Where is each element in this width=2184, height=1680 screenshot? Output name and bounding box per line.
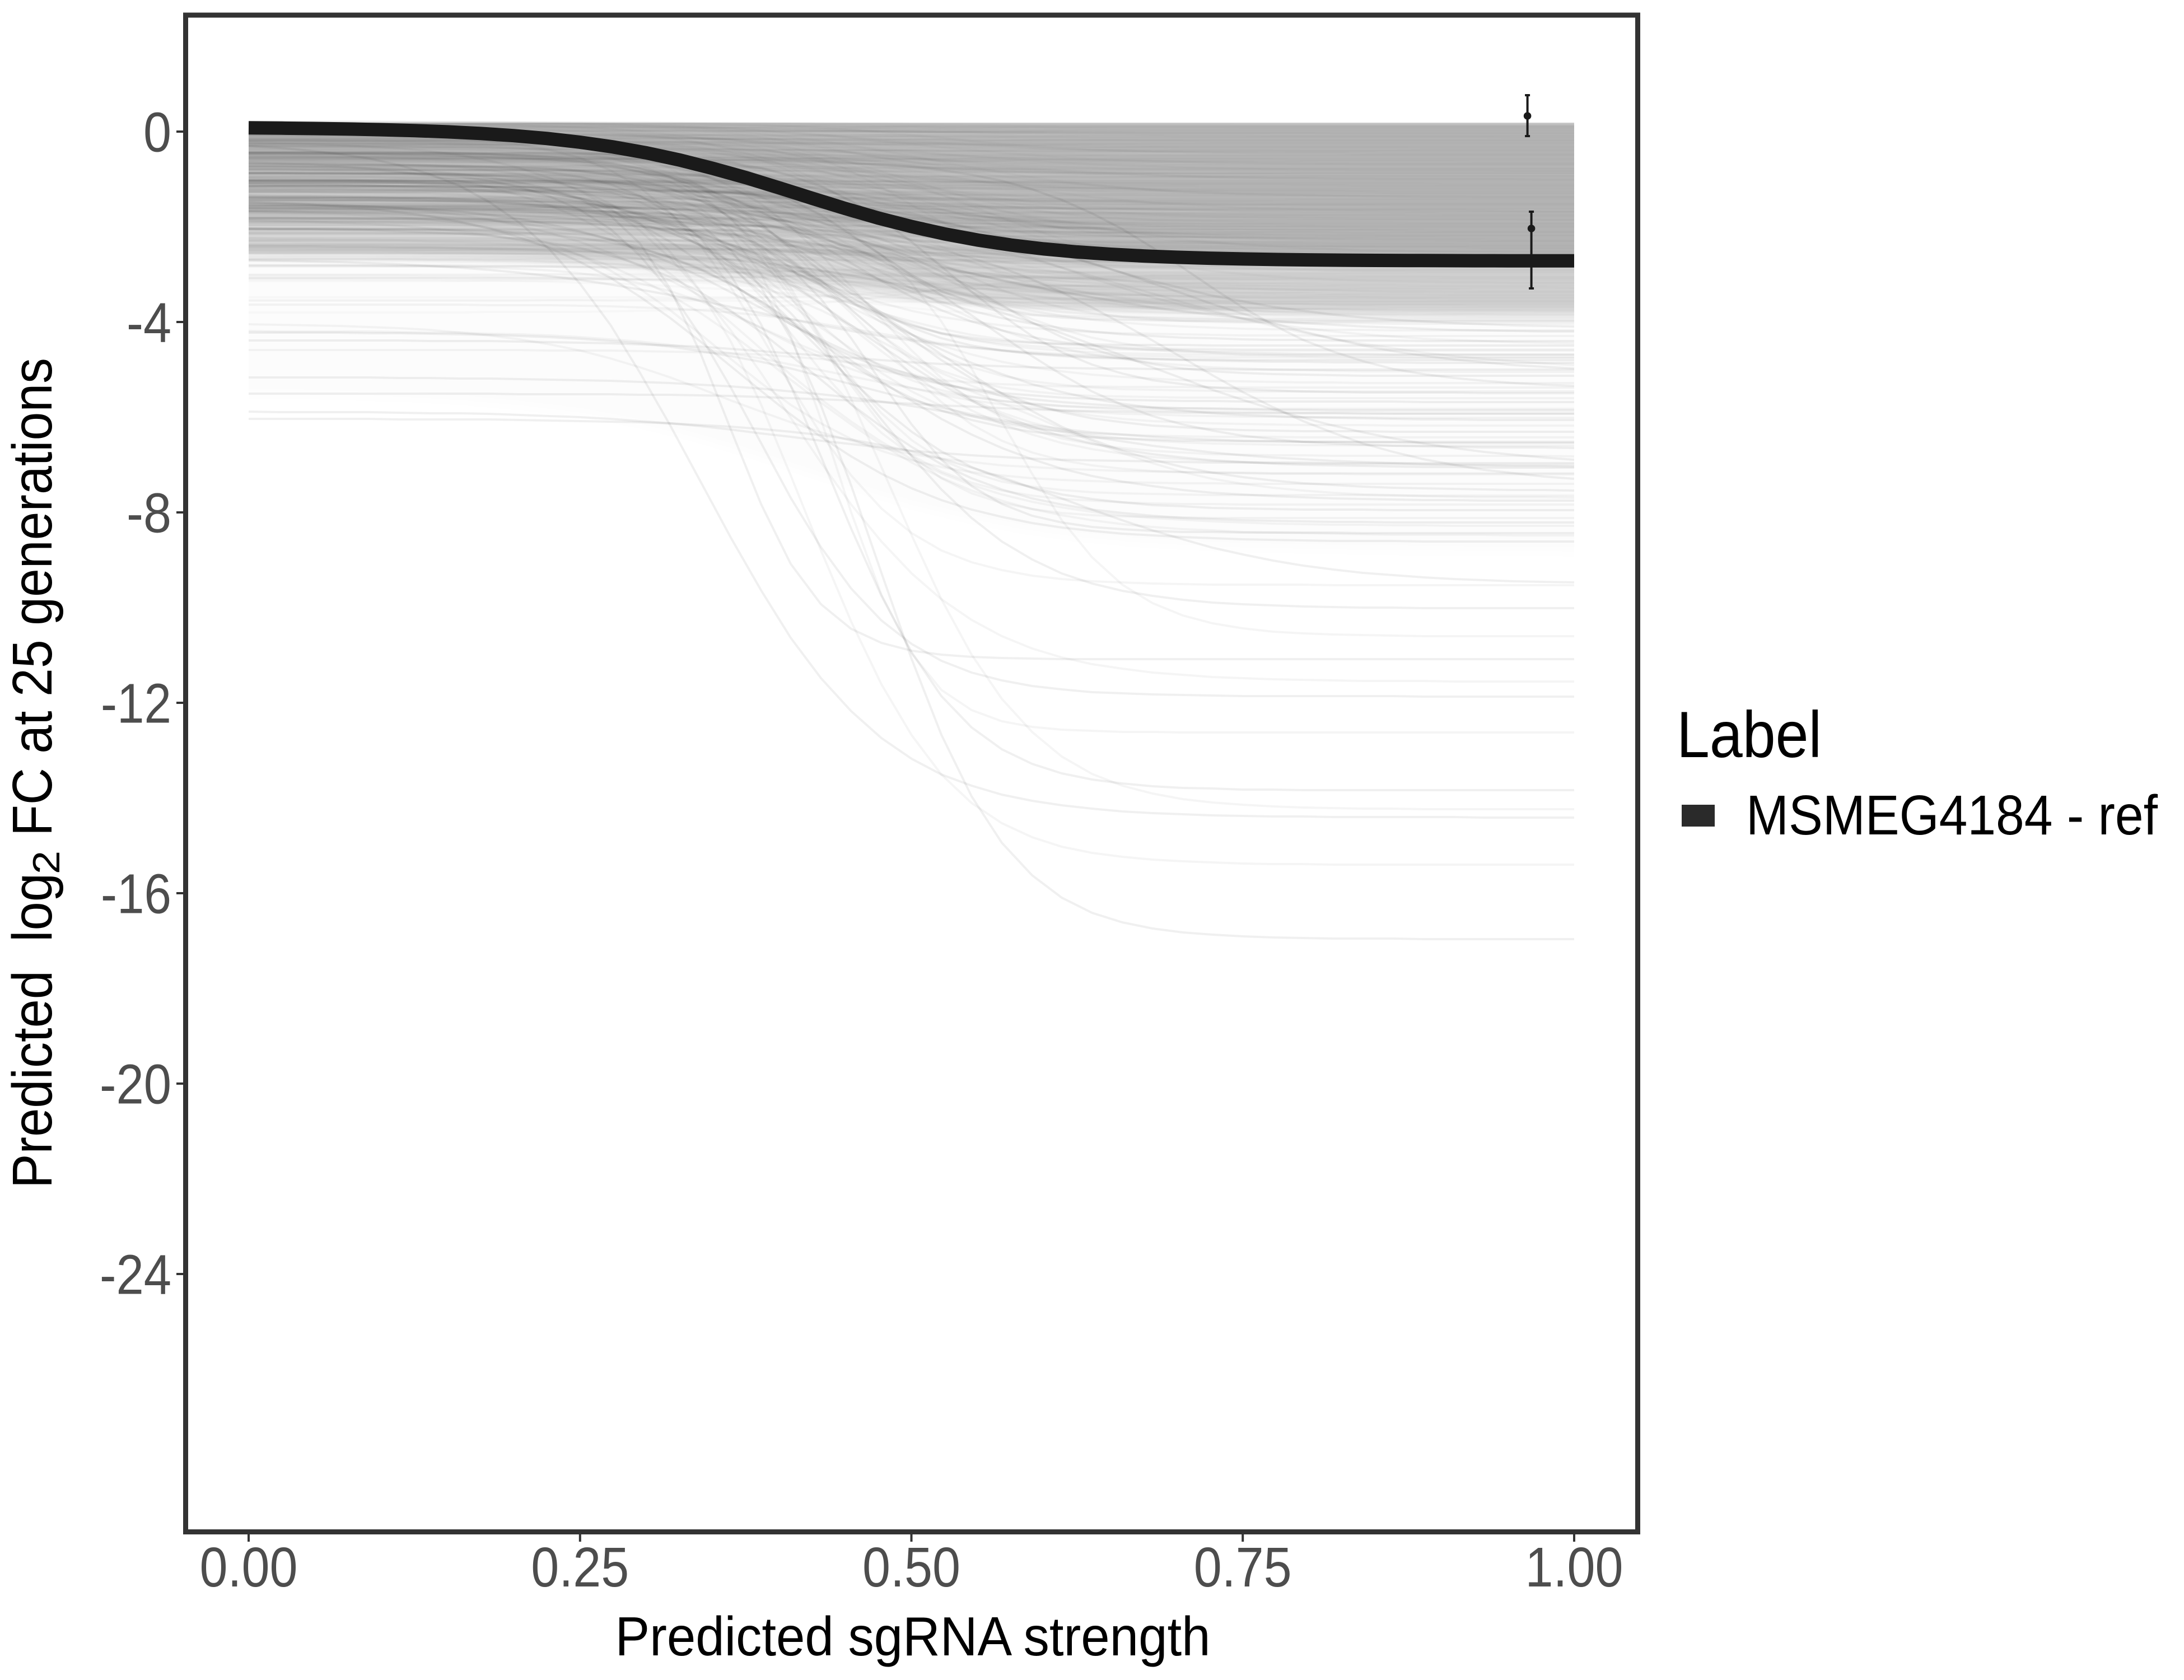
svg-text:2: 2 bbox=[25, 851, 68, 874]
svg-text:0.50: 0.50 bbox=[862, 1536, 960, 1599]
svg-text:-20: -20 bbox=[100, 1053, 171, 1116]
svg-text:1.00: 1.00 bbox=[1525, 1536, 1623, 1599]
svg-text:-4: -4 bbox=[127, 292, 171, 354]
svg-text:log: log bbox=[1, 873, 64, 942]
svg-text:-16: -16 bbox=[101, 863, 171, 926]
svg-text:0.75: 0.75 bbox=[1194, 1536, 1292, 1599]
svg-text:Predicted: Predicted bbox=[1, 970, 64, 1188]
svg-text:Label: Label bbox=[1677, 698, 1822, 771]
svg-text:0: 0 bbox=[143, 101, 171, 164]
svg-text:FC at 25 generations: FC at 25 generations bbox=[1, 358, 64, 836]
svg-text:-8: -8 bbox=[127, 482, 171, 545]
svg-text:0.00: 0.00 bbox=[200, 1536, 298, 1599]
svg-text:-12: -12 bbox=[101, 673, 171, 735]
svg-text:-24: -24 bbox=[100, 1244, 171, 1306]
svg-text:MSMEG4184 - ref: MSMEG4184 - ref bbox=[1746, 784, 2158, 847]
svg-text:0.25: 0.25 bbox=[531, 1536, 629, 1599]
svg-text:Predicted sgRNA strength: Predicted sgRNA strength bbox=[615, 1606, 1211, 1667]
